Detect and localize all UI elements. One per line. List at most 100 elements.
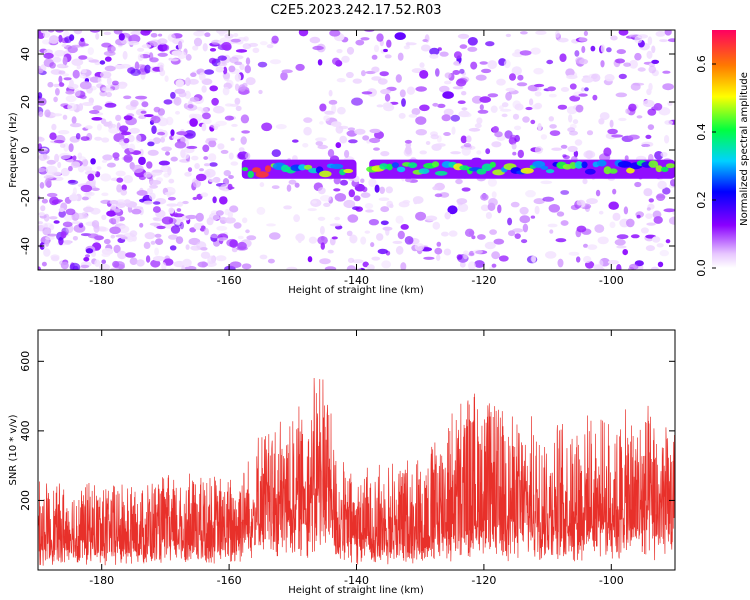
noise-blob xyxy=(215,255,227,262)
noise-blob xyxy=(573,150,579,158)
noise-blob xyxy=(243,36,249,42)
noise-blob xyxy=(51,123,57,131)
noise-blob xyxy=(42,226,52,236)
noise-blob xyxy=(60,231,67,239)
noise-blob xyxy=(141,101,149,108)
noise-blob xyxy=(42,222,53,228)
noise-blob xyxy=(233,33,239,37)
noise-blob xyxy=(471,95,483,104)
noise-blob xyxy=(364,203,374,209)
noise-blob xyxy=(629,263,639,270)
noise-blob xyxy=(614,239,626,246)
noise-blob xyxy=(645,213,653,220)
noise-blob xyxy=(637,67,646,72)
noise-blob xyxy=(616,234,629,240)
noise-blob xyxy=(423,256,435,260)
noise-blob xyxy=(501,102,509,108)
noise-blob xyxy=(535,30,547,35)
noise-blob xyxy=(572,119,579,125)
noise-blob xyxy=(567,145,578,153)
noise-blob xyxy=(525,106,533,111)
noise-blob xyxy=(461,107,468,111)
noise-blob xyxy=(83,257,90,262)
noise-blob xyxy=(517,149,524,159)
noise-blob xyxy=(136,64,147,69)
noise-blob xyxy=(338,125,349,130)
noise-blob xyxy=(436,254,441,261)
noise-blob xyxy=(470,61,478,70)
noise-blob xyxy=(668,216,675,225)
noise-blob xyxy=(79,81,92,90)
snr-xlabel: Height of straight line (km) xyxy=(288,585,424,596)
colorbar-gradient xyxy=(712,30,736,268)
noise-blob xyxy=(200,251,211,259)
signal-blob xyxy=(418,168,430,175)
noise-blob xyxy=(52,57,62,63)
noise-blob xyxy=(150,115,161,124)
noise-blob xyxy=(312,45,324,51)
noise-blob xyxy=(155,238,164,246)
noise-blob xyxy=(209,123,221,128)
noise-blob xyxy=(234,97,241,105)
noise-blob xyxy=(348,189,355,198)
noise-blob xyxy=(79,74,86,79)
noise-blob xyxy=(168,234,178,240)
noise-blob xyxy=(625,108,631,114)
noise-blob xyxy=(150,33,158,38)
noise-blob xyxy=(64,240,72,245)
noise-blob xyxy=(397,230,405,240)
noise-blob xyxy=(41,198,49,204)
noise-blob xyxy=(121,184,127,191)
x-tick-label: -140 xyxy=(344,574,369,587)
noise-blob xyxy=(586,198,598,205)
noise-blob xyxy=(53,139,65,144)
noise-blob xyxy=(143,114,154,118)
noise-blob xyxy=(102,154,113,161)
noise-blob xyxy=(96,123,102,131)
noise-blob xyxy=(628,103,637,112)
noise-blob xyxy=(327,249,334,254)
noise-blob xyxy=(131,164,144,174)
noise-blob xyxy=(547,86,556,92)
noise-blob xyxy=(129,127,141,134)
noise-blob xyxy=(41,261,47,267)
noise-blob xyxy=(566,74,578,80)
noise-blob xyxy=(512,151,517,156)
noise-blob xyxy=(286,184,292,192)
noise-blob xyxy=(154,247,160,256)
noise-blob xyxy=(80,136,90,142)
y-tick-label: 200 xyxy=(19,490,32,511)
noise-blob xyxy=(237,235,244,240)
noise-blob xyxy=(192,196,198,201)
noise-blob xyxy=(397,52,404,61)
noise-blob xyxy=(660,151,668,158)
noise-blob xyxy=(503,59,511,69)
noise-blob xyxy=(647,124,655,130)
noise-blob xyxy=(62,73,70,77)
noise-blob xyxy=(364,230,371,234)
noise-blob xyxy=(118,33,125,41)
noise-blob xyxy=(269,232,281,240)
noise-blob xyxy=(170,225,181,234)
y-tick-label: 600 xyxy=(19,351,32,372)
noise-blob xyxy=(662,70,671,74)
noise-blob xyxy=(324,110,335,116)
noise-blob xyxy=(116,199,127,204)
noise-blob xyxy=(242,43,252,50)
noise-blob xyxy=(629,59,638,69)
noise-blob xyxy=(89,30,101,33)
noise-blob xyxy=(623,62,631,67)
noise-blob xyxy=(493,238,505,245)
noise-blob xyxy=(353,195,361,202)
noise-blob xyxy=(47,233,58,237)
noise-blob xyxy=(43,175,55,180)
noise-blob xyxy=(441,231,449,237)
noise-blob xyxy=(662,83,674,91)
noise-blob xyxy=(241,130,251,134)
noise-blob xyxy=(514,103,524,111)
noise-blob xyxy=(659,249,669,257)
noise-blob xyxy=(464,112,472,118)
noise-blob xyxy=(202,43,208,52)
noise-blob xyxy=(69,194,79,202)
noise-blob xyxy=(111,46,116,52)
